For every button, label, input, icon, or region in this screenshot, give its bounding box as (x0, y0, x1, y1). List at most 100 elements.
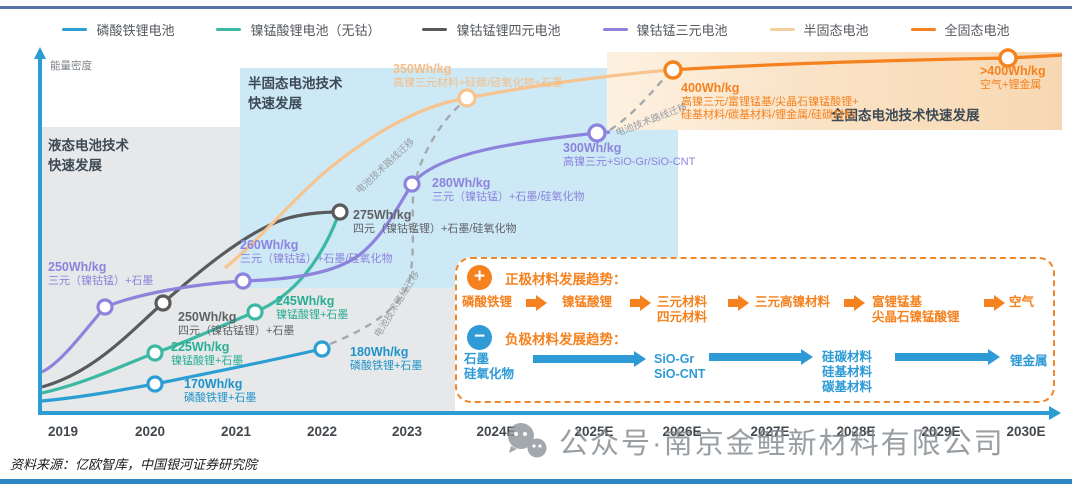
arrow-right-icon (984, 295, 1005, 311)
point-275 (331, 203, 349, 221)
point-value: 250Wh/kg (178, 310, 237, 324)
region-semi-solid-battery (240, 68, 678, 288)
legend-item-semisolid: 半固态电池 (769, 20, 869, 39)
point-materials: 高镍三元材料+硅碳/硅氧化物+石墨 (393, 77, 563, 89)
anode-step-line: SiO-CNT (654, 367, 706, 381)
point-value: 250Wh/kg (48, 260, 107, 274)
arrow-right-icon (895, 349, 1000, 365)
migration-path-1 (329, 103, 462, 346)
legend-label: 磷酸铁锂电池 (96, 23, 175, 38)
point-value: 280Wh/kg (432, 176, 491, 190)
chart-legend: 磷酸铁锂电池 镍锰酸锂电池（无钴） 镍钴锰锂四元电池 镍钴锰三元电池 半固态电池… (0, 20, 1072, 39)
region-title-line: 快速发展 (48, 157, 102, 173)
point-280 (403, 175, 421, 193)
point-300 (587, 123, 607, 143)
curve-allsolid (669, 53, 1063, 72)
minus-icon: − (467, 325, 492, 350)
x-tick: 2027E (750, 424, 790, 439)
point-value: 170Wh/kg (184, 377, 243, 391)
legend-item-lnmo: 镍锰酸锂电池（无钴） (216, 20, 380, 39)
region-all-solid-battery (607, 52, 1062, 130)
point-value: 260Wh/kg (240, 238, 299, 252)
point-245 (246, 303, 264, 321)
arrow-right-icon (844, 295, 865, 311)
point-350 (457, 88, 477, 108)
region-title-liquid: 液态电池技术 快速发展 (48, 136, 129, 175)
anode-step: 硅碳材料 硅基材料 碳基材料 (822, 350, 872, 395)
anode-step-line: SiO-Gr (654, 352, 695, 366)
x-tick: 2019 (47, 424, 79, 439)
y-axis-label: 能量密度 (50, 60, 92, 72)
point-materials: 硅基材料/碳基材料/锂金属/硅碳材料 (681, 109, 856, 122)
point-250-quad (154, 294, 172, 312)
anode-step: 石墨 硅氧化物 (464, 352, 514, 382)
point-label-280: 280Wh/kg 三元（镍钴锰）+石墨/硅氧化物 (432, 176, 584, 204)
top-divider (0, 6, 1072, 9)
legend-item-allsolid: 全固态电池 (910, 20, 1010, 39)
anode-trend-title: 负极材料发展趋势： (505, 332, 627, 347)
materials-trend-box: + 正极材料发展趋势： 磷酸铁锂 镍锰酸锂 三元材料 四元材料 三元高镍材料 富… (455, 257, 1055, 403)
x-tick: 2022 (306, 424, 338, 439)
region-title-line: 半固态电池技术 (248, 76, 343, 91)
legend-label: 镍钴锰三元电池 (636, 23, 728, 38)
legend-label: 半固态电池 (803, 23, 869, 38)
x-tick: 2024E (476, 424, 516, 439)
anode-step-line: 硅氧化物 (464, 367, 515, 381)
point-materials: 高镍三元/富锂锰基/尖晶石镍锰酸锂+ (681, 96, 859, 108)
point-materials: 镍锰酸锂+石墨 (171, 355, 244, 367)
cathode-step: 三元材料 四元材料 (657, 295, 707, 325)
point-materials: 高镍三元+SiO-Gr/SiO-CNT (563, 156, 696, 168)
bottom-divider (0, 479, 1072, 484)
legend-swatch (62, 28, 88, 31)
legend-swatch (422, 28, 448, 31)
point-materials: 空气+锂金属 (980, 79, 1042, 91)
x-tick: 2030E (1006, 424, 1046, 439)
cathode-trend-title: 正极材料发展趋势： (505, 272, 627, 287)
cathode-step: 空气 (1009, 295, 1035, 309)
curve-quaternary (41, 210, 341, 389)
source-note: 资料来源：亿欧智库，中国银河证券研究院 (10, 457, 258, 472)
point-170 (146, 375, 164, 393)
legend-swatch (769, 28, 795, 31)
point-label-350: 350Wh/kg 高镍三元材料+硅碳/硅氧化物+石墨 (393, 62, 563, 90)
cathode-step: 磷酸铁锂 (462, 295, 513, 309)
plus-icon: + (467, 265, 492, 290)
x-tick: 2029E (921, 424, 961, 439)
x-tick: 2026E (662, 424, 702, 439)
point-label-180: 180Wh/kg 磷酸铁锂+石墨 (350, 345, 422, 373)
x-axis (38, 406, 1061, 420)
cathode-step-line: 四元材料 (657, 310, 708, 324)
point-value: >400Wh/kg (980, 64, 1046, 78)
legend-swatch (602, 28, 628, 31)
cathode-step-line: 富锂锰基 (872, 295, 923, 309)
region-title-semi-solid: 半固态电池技术 快速发展 (248, 74, 343, 113)
point-225 (146, 344, 164, 362)
anode-step: 锂金属 (1010, 354, 1048, 368)
arrow-right-icon (709, 349, 813, 365)
anode-step-line: 硅基材料 (822, 365, 873, 379)
point-label-250-tern: 250Wh/kg 三元（镍钴锰）+石墨 (48, 260, 153, 288)
point-label-245: 245Wh/kg 镍锰酸锂+石墨 (276, 294, 348, 322)
point-materials: 镍锰酸锂+石墨 (276, 309, 349, 321)
legend-label: 全固态电池 (944, 23, 1010, 38)
point-label-170: 170Wh/kg 磷酸铁锂+石墨 (184, 377, 256, 405)
legend-item-ternary: 镍钴锰三元电池 (602, 20, 728, 39)
watermark-text: 公众号·南京金鲤新材料有限公司 (559, 428, 1005, 460)
anode-step-line: 石墨 (464, 352, 490, 366)
point-180 (313, 340, 331, 358)
arrow-right-icon (533, 351, 646, 367)
cathode-step-line: 尖晶石镍锰酸锂 (872, 310, 960, 324)
point-label-400plus: >400Wh/kg 空气+锂金属 (980, 64, 1046, 92)
curve-lnmo (41, 215, 340, 395)
y-axis (34, 47, 45, 415)
point-materials: 磷酸铁锂+石墨 (184, 392, 257, 404)
arrow-right-icon (728, 295, 749, 311)
anode-step-line: 硅碳材料 (822, 350, 873, 364)
legend-label: 镍钴锰锂四元电池 (456, 23, 561, 38)
region-title-line: 液态电池技术 (48, 138, 129, 153)
x-tick: 2021 (220, 424, 252, 439)
anode-step: SiO-Gr SiO-CNT (654, 352, 705, 382)
anode-step-line: 碳基材料 (822, 380, 873, 394)
